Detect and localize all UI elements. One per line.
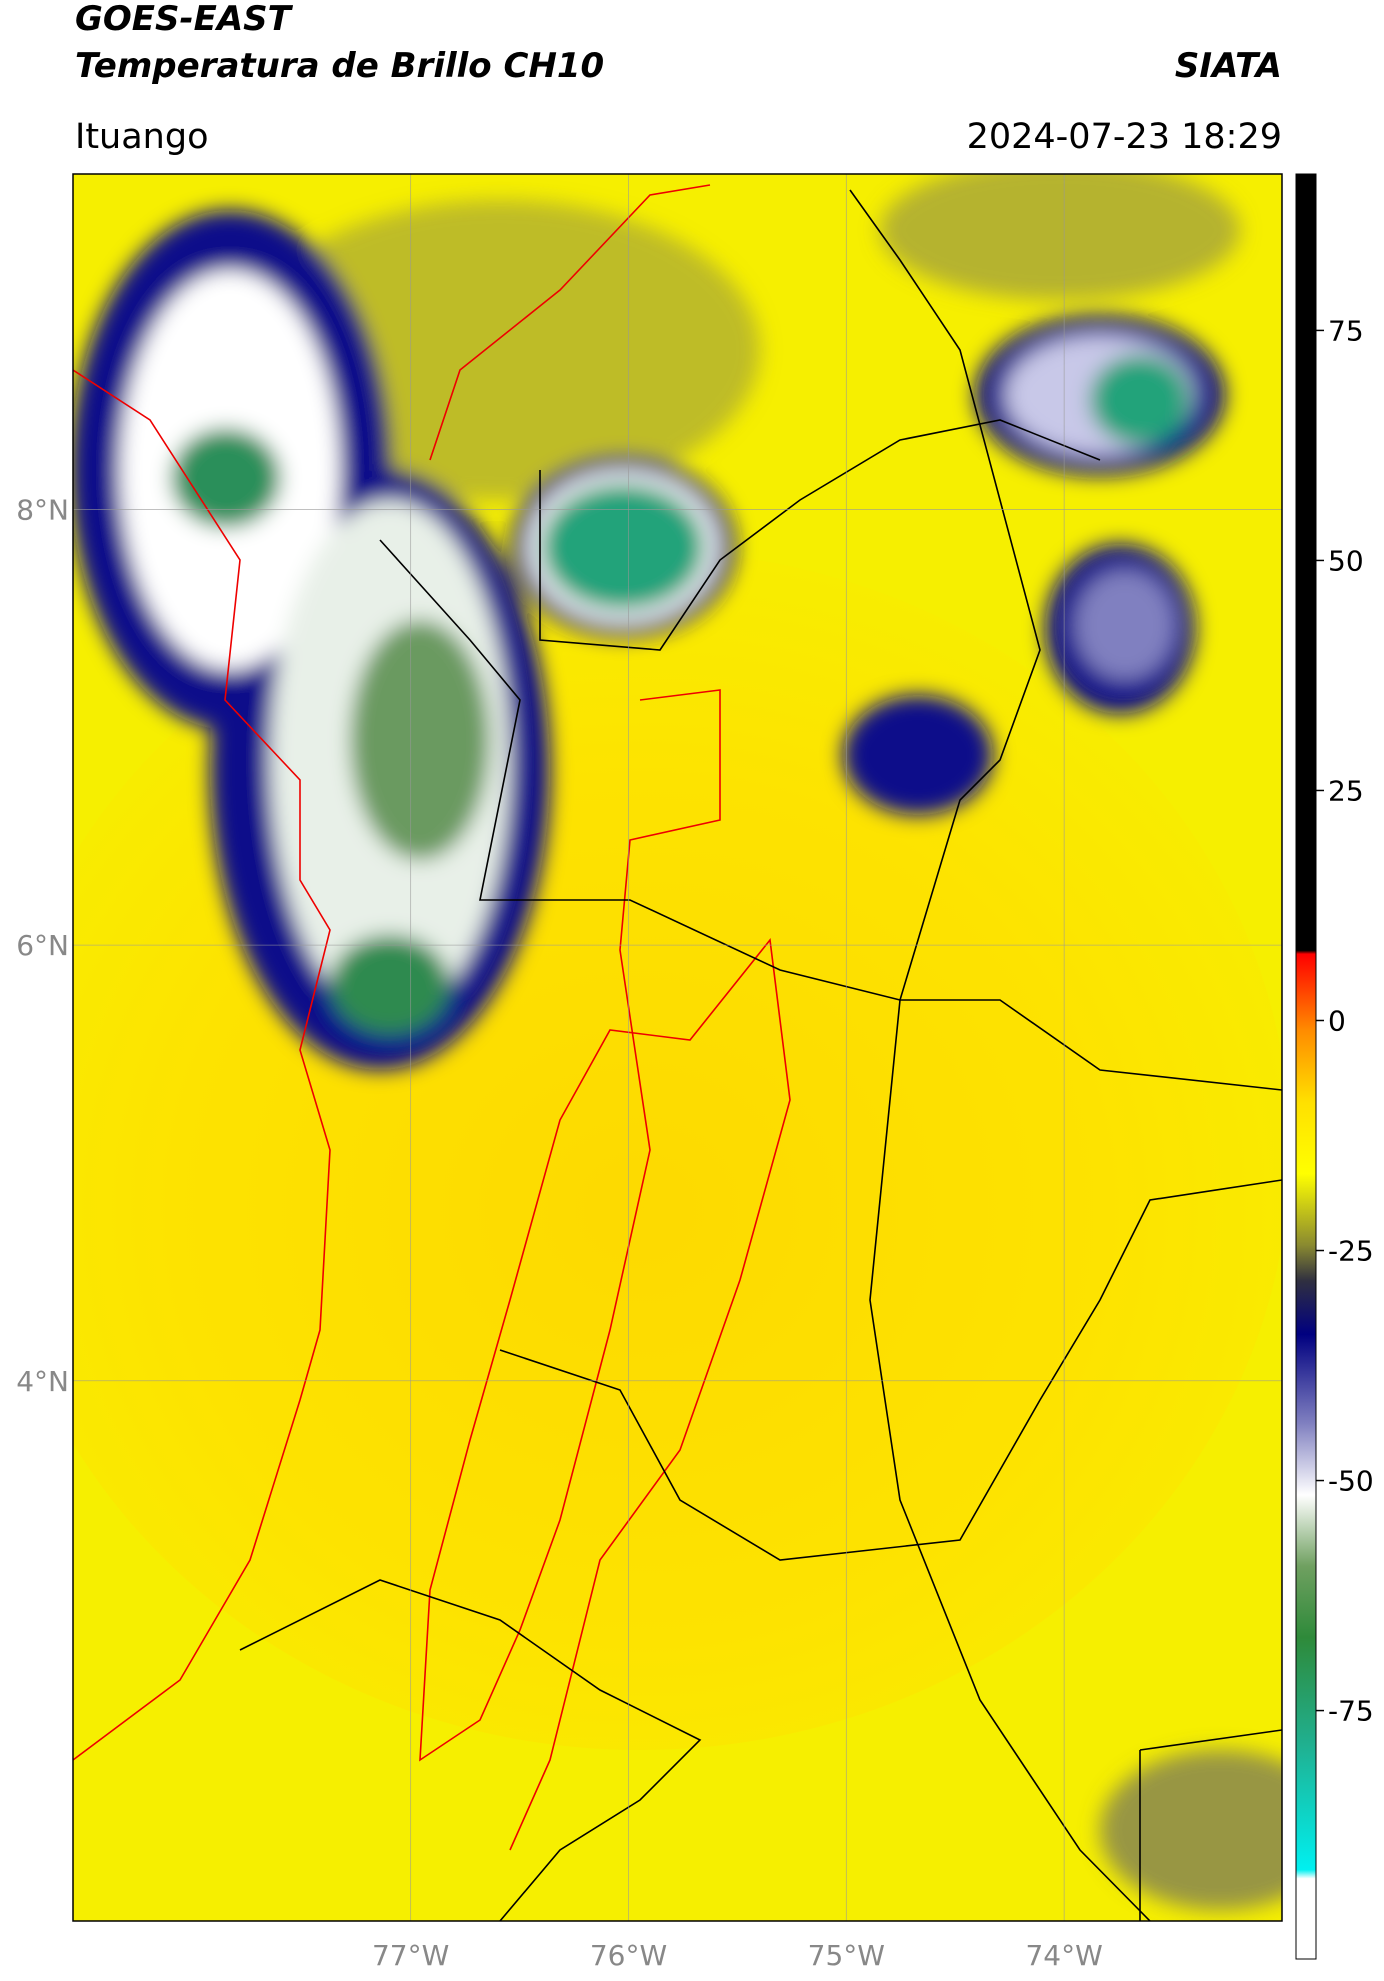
location: Ituango bbox=[75, 117, 209, 157]
grid bbox=[73, 174, 1282, 1921]
colorbar-tick-label: -50 bbox=[1328, 1465, 1374, 1498]
datetime: 2024-07-23 18:29 bbox=[967, 117, 1282, 157]
source: SIATA bbox=[1175, 46, 1282, 86]
subtitle: Temperatura de Brillo CH10 bbox=[75, 46, 604, 86]
x-tick-label: 77°W bbox=[372, 1939, 449, 1972]
y-tick-label: 8°N bbox=[16, 493, 69, 526]
colorbar bbox=[1295, 173, 1317, 1960]
clouds bbox=[73, 174, 1282, 1910]
map-image bbox=[73, 174, 1282, 1921]
title: GOES-EAST bbox=[75, 0, 294, 39]
colorbar-tick-label: 75 bbox=[1328, 314, 1364, 347]
y-tick-label: 6°N bbox=[16, 929, 69, 962]
y-tick-label: 4°N bbox=[16, 1365, 69, 1398]
x-tick-label: 74°W bbox=[1025, 1939, 1102, 1972]
colorbar-tick-label: -25 bbox=[1328, 1235, 1374, 1268]
warm-area bbox=[73, 550, 1282, 1750]
borders bbox=[73, 184, 1282, 1921]
colorbar-tick-label: 0 bbox=[1328, 1004, 1346, 1037]
colorbar-tick-label: -75 bbox=[1328, 1695, 1374, 1728]
x-tick-label: 75°W bbox=[808, 1939, 885, 1972]
x-tick-label: 76°W bbox=[590, 1939, 667, 1972]
map-frame bbox=[72, 173, 1283, 1922]
colorbar-tick-label: 25 bbox=[1328, 774, 1364, 807]
colorbar-tick-label: 50 bbox=[1328, 544, 1364, 577]
